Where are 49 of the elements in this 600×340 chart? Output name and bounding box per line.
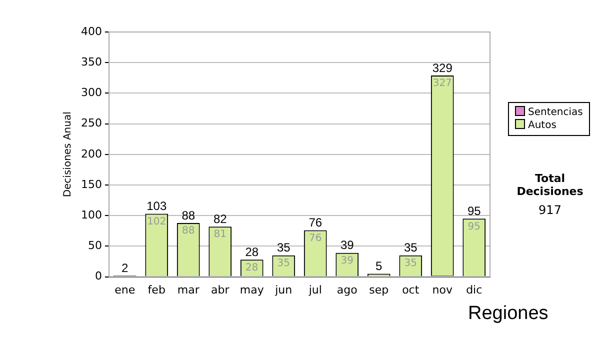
total-label: 2 — [122, 260, 129, 275]
total-label: 5 — [376, 259, 383, 274]
total-label: 76 — [308, 216, 322, 230]
y-tick-label: 0 — [94, 270, 102, 283]
text: 917 — [538, 203, 562, 217]
legend-label: Sentencias — [527, 106, 583, 119]
total-label: 39 — [340, 238, 354, 252]
text: Regiones — [468, 303, 548, 325]
y-tick-label: 200 — [80, 147, 102, 160]
data-label: 35 — [404, 258, 417, 269]
x-tick-label: nov — [432, 283, 453, 296]
data-label: 28 — [246, 262, 258, 274]
x-tick-label: ene — [114, 283, 136, 296]
x-tick-label: dic — [466, 283, 482, 296]
total-label: 88 — [182, 208, 196, 222]
x-tick-label: feb — [148, 283, 166, 296]
y-tick-label: 350 — [80, 55, 102, 68]
total-label: 28 — [245, 244, 259, 259]
total-label: 35 — [276, 240, 291, 255]
y-tick-label: 50 — [88, 239, 102, 252]
data-label: 88 — [182, 226, 195, 237]
total-label: 103 — [146, 199, 167, 214]
data-label: 76 — [309, 232, 322, 244]
y-axis-title: Decisiones Anual — [62, 112, 74, 198]
y-tick-label: 400 — [80, 24, 102, 38]
total-label: 329 — [432, 60, 453, 75]
data-label: 39 — [340, 256, 354, 267]
x-tick-label: may — [240, 283, 264, 296]
total-label: 35 — [404, 240, 418, 255]
y-tick-label: 250 — [80, 116, 102, 130]
x-tick-label: abr — [210, 283, 230, 296]
x-tick-label: oct — [402, 283, 420, 296]
x-tick-label: sep — [369, 283, 389, 296]
total-label: 95 — [467, 204, 482, 218]
data-label: 102 — [147, 216, 166, 228]
data-label: 327 — [432, 78, 452, 90]
x-tick-label: mar — [177, 283, 200, 296]
x-tick-label: jul — [308, 283, 322, 296]
data-label: 81 — [214, 229, 226, 240]
y-tick-label: 300 — [80, 86, 102, 100]
x-tick-label: jun — [274, 283, 292, 296]
data-label: 95 — [468, 221, 480, 232]
text: Total Decisiones — [516, 172, 584, 198]
legend-label: Autos — [527, 119, 558, 132]
y-tick-label: 100 — [80, 208, 102, 222]
data-label: 35 — [277, 258, 290, 269]
x-tick-label: ago — [336, 283, 358, 296]
y-tick-label: 150 — [80, 178, 102, 191]
total-label: 82 — [213, 212, 228, 226]
